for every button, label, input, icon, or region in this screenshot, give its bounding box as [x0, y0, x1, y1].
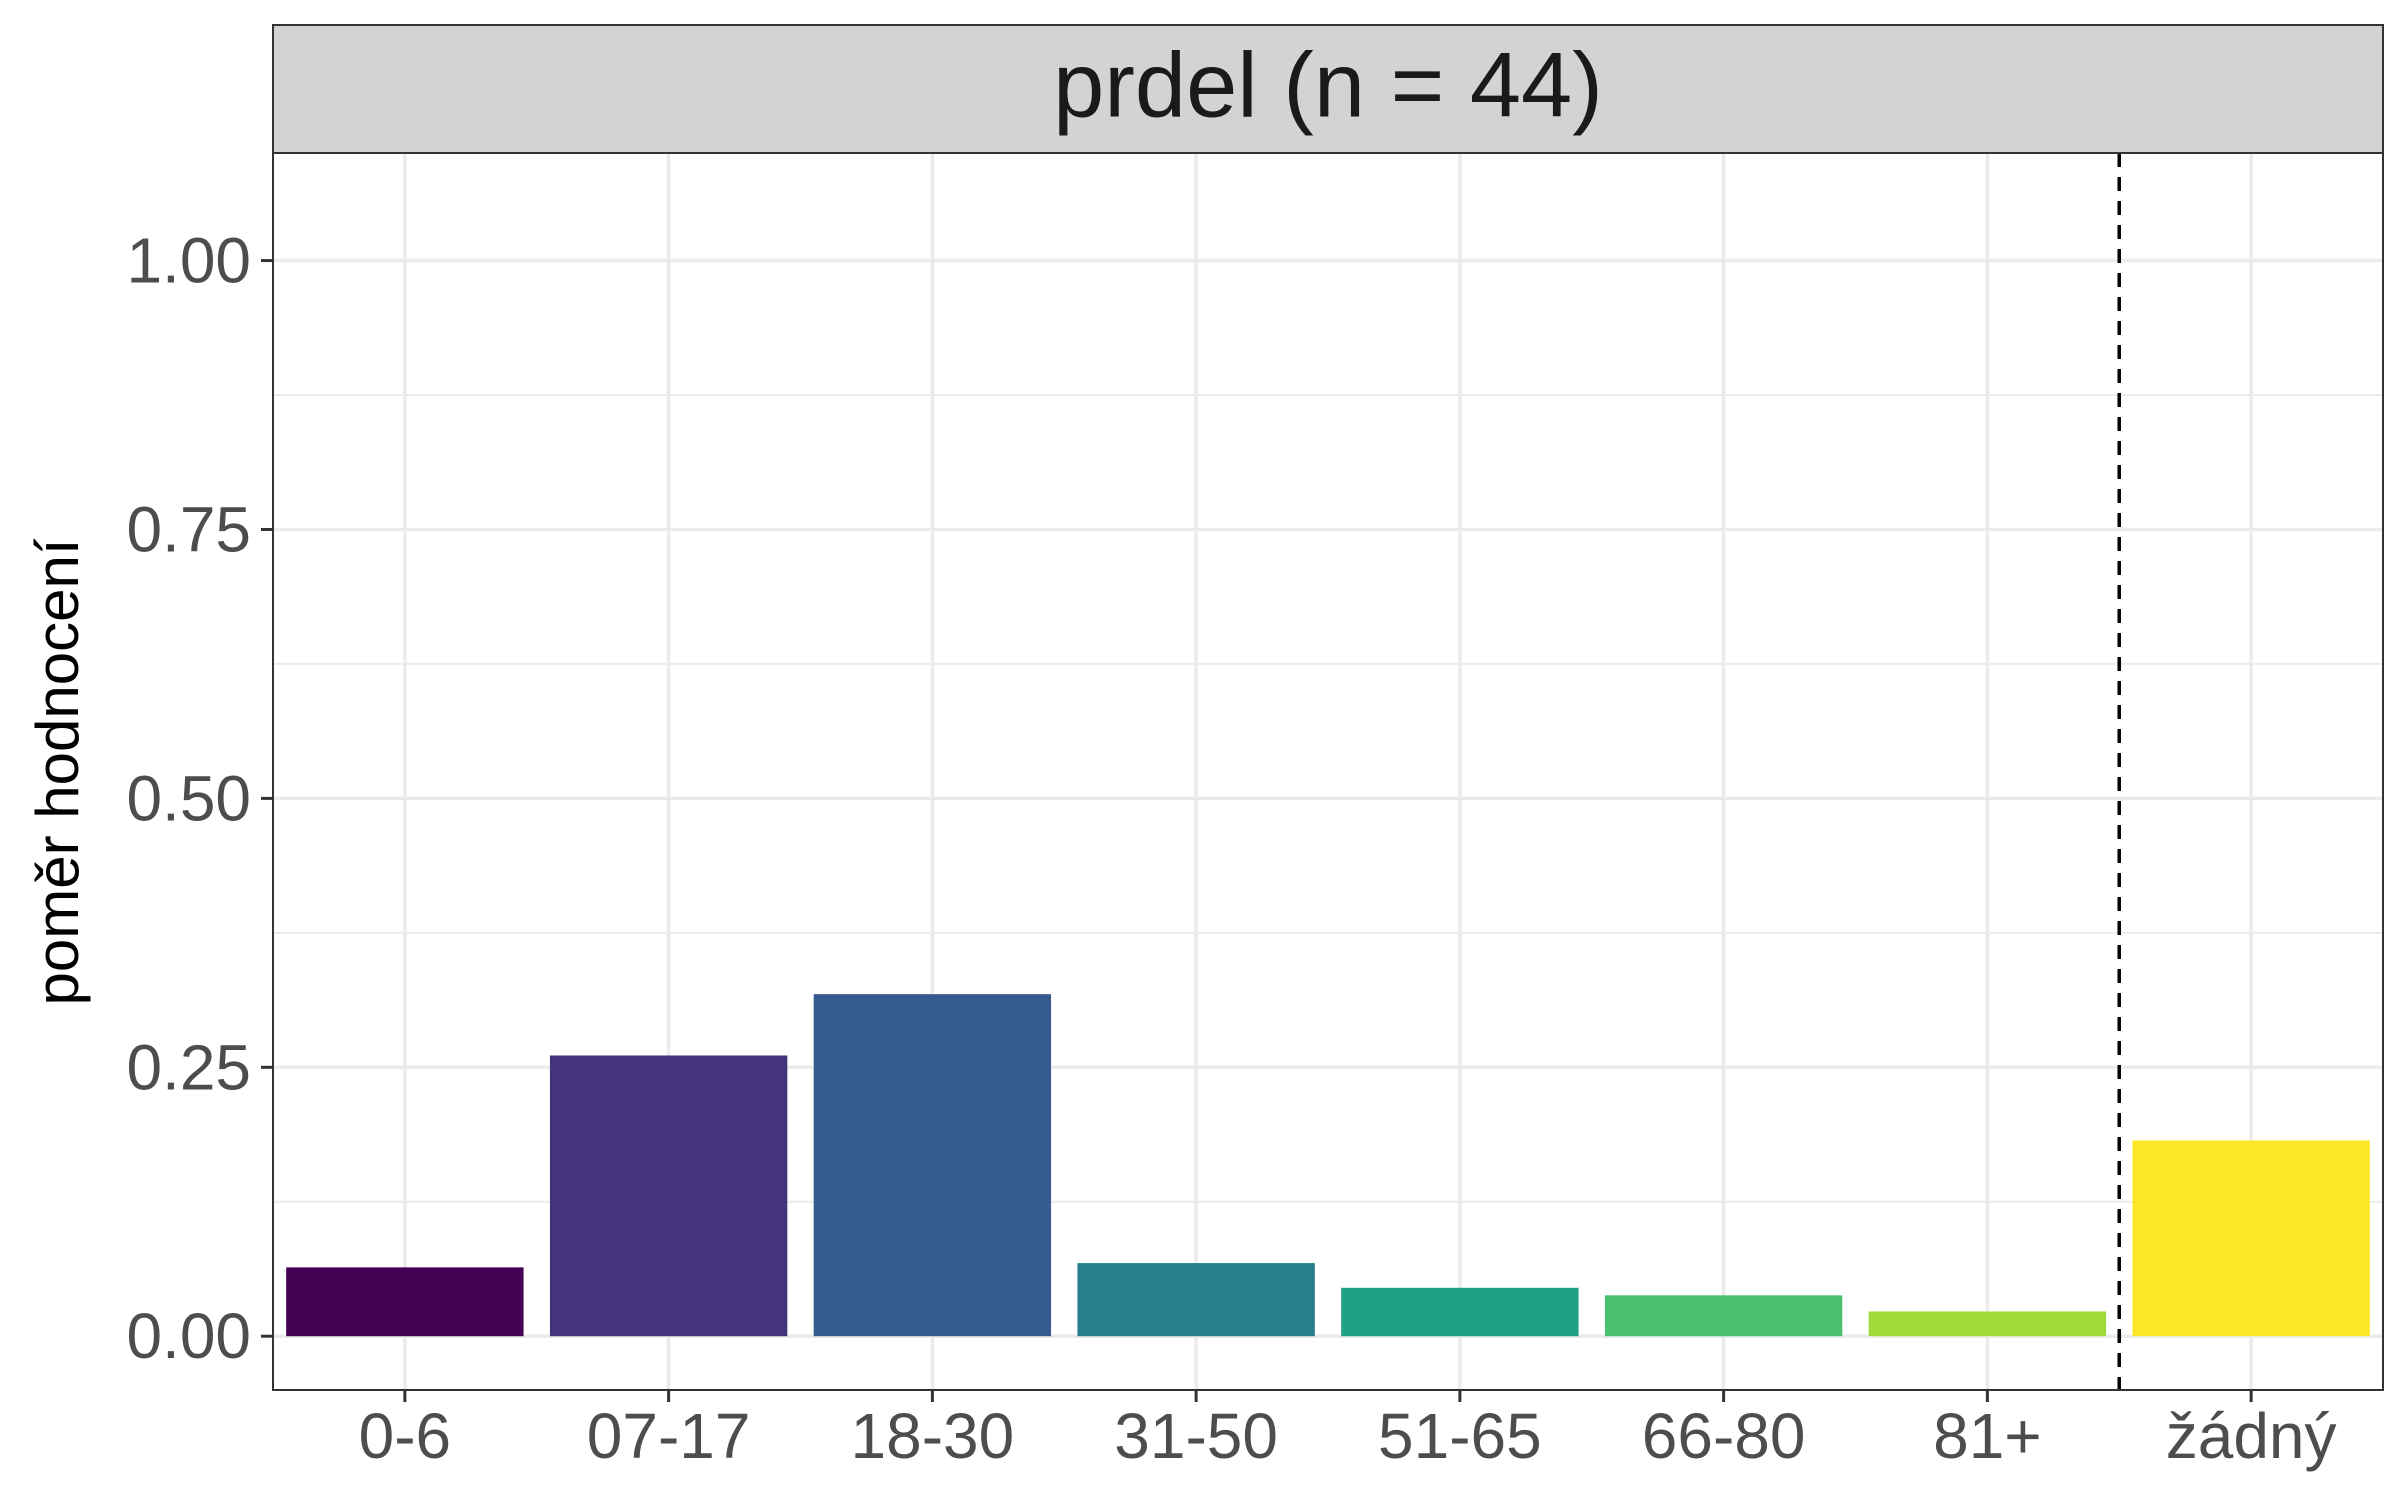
y-tick-label: 0.25 — [126, 1031, 251, 1103]
bar-07-17 — [549, 1055, 788, 1337]
bar-51-65 — [1341, 1287, 1579, 1337]
x-tick-label: 51-65 — [1378, 1400, 1542, 1472]
y-tick-label: 0.75 — [126, 493, 251, 565]
bar-18-30 — [813, 994, 1052, 1337]
bar-žádný — [2132, 1140, 2370, 1337]
x-tick-label: 07-17 — [587, 1400, 751, 1472]
x-tick-label: 31-50 — [1114, 1400, 1278, 1472]
y-tick-label: 0.00 — [126, 1300, 251, 1372]
bar-layer — [286, 994, 2370, 1337]
y-tick-label: 1.00 — [126, 225, 251, 297]
bar-66-80 — [1604, 1295, 1843, 1337]
y-tick-label: 0.50 — [126, 762, 251, 834]
bar-81+ — [1868, 1311, 2107, 1337]
bar-0-6 — [286, 1267, 524, 1337]
x-tick-label: 18-30 — [851, 1400, 1015, 1472]
axis-layer: 0.00 0.25 0.50 0.75 1.00 0-6 07-17 18-30 31-50 51… — [126, 225, 2336, 1472]
bar-31-50 — [1077, 1263, 1315, 1337]
x-tick-label: 81+ — [1933, 1400, 2042, 1472]
facet-title: prdel (n = 44) — [1053, 34, 1603, 136]
y-axis-title: poměr hodnocení — [24, 538, 91, 1005]
x-tick-label: 66-80 — [1642, 1400, 1806, 1472]
x-tick-label: žádný — [2166, 1400, 2337, 1472]
x-tick-label: 0-6 — [359, 1400, 452, 1472]
facet-strip — [272, 24, 2384, 154]
